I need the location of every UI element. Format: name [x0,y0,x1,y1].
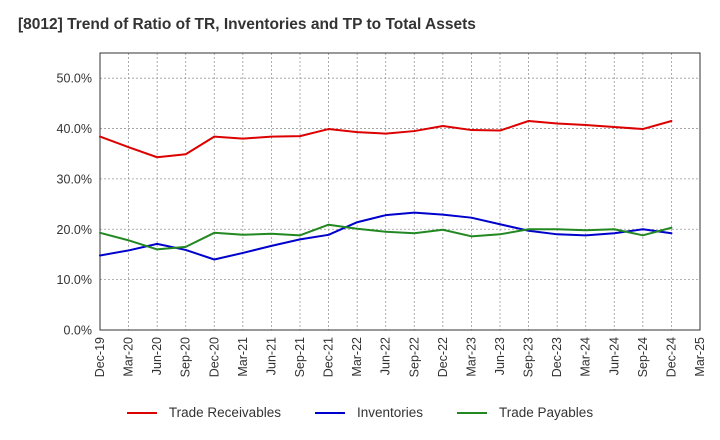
series-line-inventories [99,211,673,261]
legend-item-inventories: Inventories [314,405,424,420]
x-tick-label: Mar-20 [122,337,136,377]
x-tick-label: Dec-23 [550,337,564,377]
grid [100,53,700,330]
legend-item-trade-receivables: Trade Receivables [126,405,281,420]
y-tick-label: 10.0% [57,273,92,287]
series-line-trade-receivables [99,119,673,159]
x-tick-label: Mar-21 [236,337,250,377]
series-lines [99,119,673,261]
series-line-trade-payables [99,223,673,251]
legend-swatch-inventories [314,411,345,414]
x-tick-label: Sep-21 [293,337,307,377]
x-tick-label: Jun-24 [607,337,621,375]
legend-item-trade-payables: Trade Payables [457,405,593,420]
y-tick-label: 20.0% [57,223,92,237]
x-tick-label: Jun-22 [379,337,393,375]
x-tick-label: Sep-20 [179,337,193,377]
legend-label-trade-receivables: Trade Receivables [168,405,281,420]
x-tick-label: Dec-21 [322,337,336,377]
x-tick-label: Sep-22 [407,337,421,377]
legend: Trade Receivables Inventories Trade Paya… [0,405,720,420]
x-tick-label: Dec-19 [93,337,107,377]
x-tick-label: Dec-22 [436,337,450,377]
axes [99,52,701,331]
x-tick-label: Jun-20 [150,337,164,375]
legend-label-inventories: Inventories [356,405,424,420]
x-tick-label: Jun-23 [493,337,507,375]
y-tick-label: 30.0% [57,172,92,186]
y-tick-labels: 0.0% 10.0% 20.0% 30.0% 40.0% 50.0% [57,72,92,338]
x-tick-label: Jun-21 [264,337,278,375]
legend-label-trade-payables: Trade Payables [499,405,594,420]
legend-swatch-trade-receivables [126,411,157,414]
x-tick-label: Mar-25 [693,337,707,377]
x-tick-label: Dec-24 [664,337,678,377]
y-tick-label: 40.0% [57,122,92,136]
chart-title: [8012] Trend of Ratio of TR, Inventories… [18,16,476,33]
x-tick-label: Mar-22 [350,337,364,377]
x-tick-label: Sep-24 [636,337,650,377]
x-tick-labels: Dec-19 Mar-20 Jun-20 Sep-20 Dec-20 Mar-21 Jun-… [93,337,707,377]
y-tick-label: 50.0% [57,72,92,86]
x-tick-label: Dec-20 [207,337,221,377]
x-tick-label: Sep-23 [522,337,536,377]
plot-area-border [99,52,701,331]
x-tick-label: Mar-24 [579,337,593,377]
legend-swatch-trade-payables [457,411,488,414]
y-tick-label: 0.0% [64,324,93,338]
x-tick-label: Mar-23 [464,337,478,377]
